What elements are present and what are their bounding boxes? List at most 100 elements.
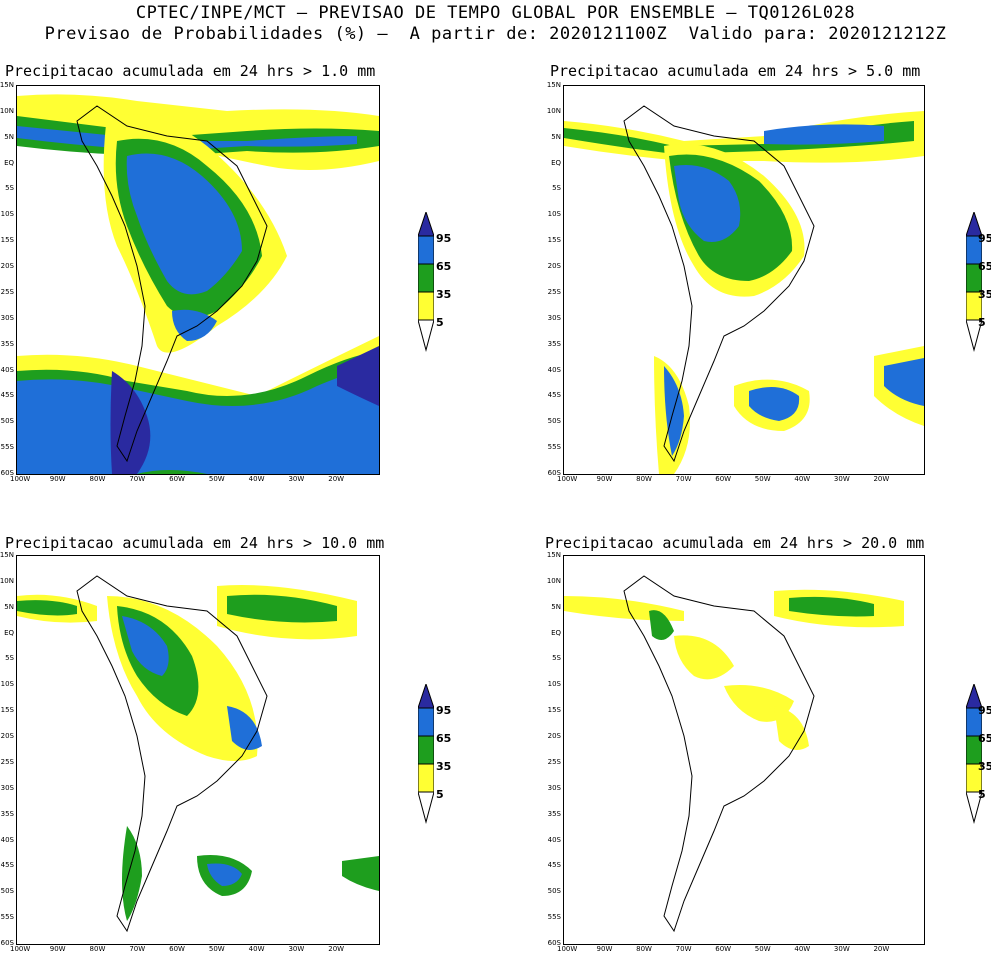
lon-label: 100W (557, 475, 578, 483)
lat-label: 40S (547, 365, 561, 374)
lon-label: 70W (675, 945, 692, 953)
sub-title: Previsao de Probabilidades (%) – A parti… (44, 24, 947, 44)
lon-label: 90W (596, 475, 613, 483)
lat-label: 10S (0, 210, 14, 219)
lat-label: 35S (0, 339, 14, 348)
lat-label: 35S (0, 809, 14, 818)
lat-label: 15N (0, 81, 14, 89)
lon-label: 50W (754, 945, 771, 953)
lat-label: 5S (552, 184, 561, 193)
lat-label: 45S (0, 861, 14, 870)
lat-label: 15S (0, 236, 14, 245)
lon-label: 80W (89, 945, 106, 953)
lon-label: 50W (754, 475, 771, 483)
lat-label: 15N (546, 551, 561, 559)
lat-label: EQ (551, 628, 561, 637)
lon-label: 60W (169, 475, 185, 483)
colorbar-swatch-5 (417, 291, 435, 321)
lat-label: 45S (547, 861, 561, 870)
lat-label: 40S (0, 835, 14, 844)
lon-label: 90W (49, 475, 66, 483)
lat-label: 30S (0, 313, 14, 322)
colorbar-3-label-35: 35 (436, 760, 452, 773)
lat-label: 20S (547, 262, 561, 271)
lat-label: 10S (547, 210, 561, 219)
colorbar-3-label-65: 65 (436, 732, 452, 745)
lat-label: 10N (0, 106, 14, 115)
lon-label: 90W (49, 945, 66, 953)
colorbar-2-label-35: 35 (978, 288, 991, 301)
lat-label: 55S (0, 913, 14, 922)
lat-label: 15S (547, 706, 561, 715)
lon-label: 80W (636, 475, 652, 483)
colorbar-swatch-95 (417, 210, 435, 237)
lon-label: 70W (675, 475, 692, 483)
lat-label: 60S (0, 939, 14, 947)
lon-label: 20W (873, 475, 890, 483)
lat-label: 40S (547, 835, 561, 844)
colorbar-4-label-95: 95 (978, 704, 991, 717)
lat-label: 55S (547, 913, 561, 922)
colorbar-3-label-5: 5 (436, 788, 444, 801)
lat-label: 5N (4, 602, 14, 611)
lat-label: 5S (5, 184, 14, 193)
colorbar-2-label-65: 65 (978, 260, 991, 273)
lat-label: 5N (4, 132, 14, 141)
colorbar-4-label-5: 5 (978, 788, 986, 801)
colorbar-2 (965, 210, 983, 360)
lat-label: 15S (547, 236, 561, 245)
lat-label: 25S (547, 287, 561, 296)
lat-label: 50S (0, 887, 14, 896)
colorbar-1-label-65: 65 (436, 260, 452, 273)
colorbar-1 (417, 210, 435, 360)
lon-label: 30W (833, 475, 850, 483)
lon-label: 60W (715, 945, 732, 953)
panel-2-title: Precipitacao acumulada em 24 hrs > 5.0 m… (550, 62, 921, 80)
lat-label: EQ (551, 158, 561, 167)
lat-label: 10N (0, 576, 14, 585)
lat-label: 50S (547, 887, 561, 896)
lat-label: 10N (546, 576, 561, 585)
colorbar-4 (965, 682, 983, 832)
lat-label: EQ (4, 158, 14, 167)
lat-label: 60S (547, 939, 561, 947)
colorbar-swatch-35 (417, 263, 435, 293)
lon-label: 100W (557, 945, 578, 953)
lat-label: 15N (546, 81, 561, 89)
colorbar-4-label-65: 65 (978, 732, 991, 745)
lat-label: 30S (547, 783, 561, 792)
lon-label: 100W (10, 475, 31, 483)
panel-3-map (16, 555, 380, 945)
lat-label: 55S (0, 443, 14, 452)
panel-2-map (563, 85, 925, 475)
lon-label: 40W (794, 475, 811, 483)
lat-label: 35S (547, 809, 561, 818)
lat-label: 10N (546, 106, 561, 115)
lon-label: 40W (248, 475, 265, 483)
lon-label: 40W (248, 945, 265, 953)
lat-label: 45S (547, 391, 561, 400)
lat-label: EQ (4, 628, 14, 637)
lat-label: 5N (551, 132, 561, 141)
colorbar-4-label-35: 35 (978, 760, 991, 773)
lat-label: 60S (547, 469, 561, 477)
lon-label: 100W (10, 945, 31, 953)
lat-label: 50S (0, 417, 14, 426)
lon-label: 70W (129, 945, 146, 953)
lat-label: 40S (0, 365, 14, 374)
lon-label: 30W (288, 475, 305, 483)
lon-label: 40W (794, 945, 811, 953)
lon-label: 50W (208, 945, 225, 953)
lat-label: 15N (0, 551, 14, 559)
lat-label: 30S (0, 783, 14, 792)
lat-label: 5S (5, 654, 14, 663)
colorbar-1-label-95: 95 (436, 232, 452, 245)
lon-label: 30W (288, 945, 305, 953)
lon-label: 50W (208, 475, 225, 483)
lat-label: 25S (547, 757, 561, 766)
colorbar-swatch-65 (417, 235, 435, 265)
lat-label: 55S (547, 443, 561, 452)
lat-label: 15S (0, 706, 14, 715)
lat-label: 20S (0, 732, 14, 741)
lat-label: 25S (0, 757, 14, 766)
